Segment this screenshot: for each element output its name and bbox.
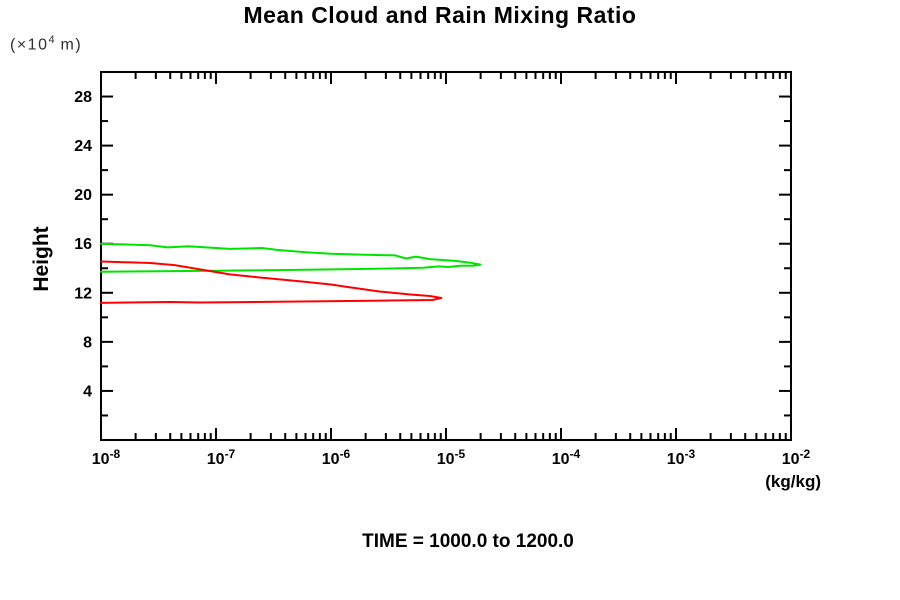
y-tick-label: 28 — [74, 89, 92, 106]
x-tick-label: 10-7 — [207, 447, 236, 468]
y-tick-label: 24 — [74, 138, 92, 155]
y-unit-exponent: 4 — [48, 34, 55, 46]
x-tick-label: 10-6 — [322, 447, 351, 468]
plot-frame — [100, 71, 792, 441]
x-tick-label: 10-5 — [437, 447, 466, 468]
x-tick-label: 10-3 — [667, 447, 696, 468]
y-tick-label: 12 — [74, 285, 92, 302]
y-tick-label: 8 — [83, 334, 92, 351]
cloud-mixing-ratio-line — [100, 242, 482, 273]
y-unit-prefix: (×10 — [10, 36, 49, 54]
chart-title: Mean Cloud and Rain Mixing Ratio — [243, 2, 637, 28]
y-tick-label: 16 — [74, 236, 92, 253]
x-tick-label: 10-8 — [92, 447, 121, 468]
y-axis-unit-label: (×104 m) — [10, 34, 82, 54]
x-tick-label: 10-4 — [552, 447, 581, 468]
x-axis-unit-label: (kg/kg) — [765, 472, 821, 491]
rain-mixing-ratio-line — [100, 260, 443, 304]
y-unit-suffix: m) — [54, 36, 83, 54]
x-tick-label: 10-2 — [782, 447, 811, 468]
y-tick-label: 4 — [83, 383, 92, 400]
time-caption: TIME = 1000.0 to 1200.0 — [362, 531, 574, 552]
y-tick-label: 20 — [74, 187, 92, 204]
